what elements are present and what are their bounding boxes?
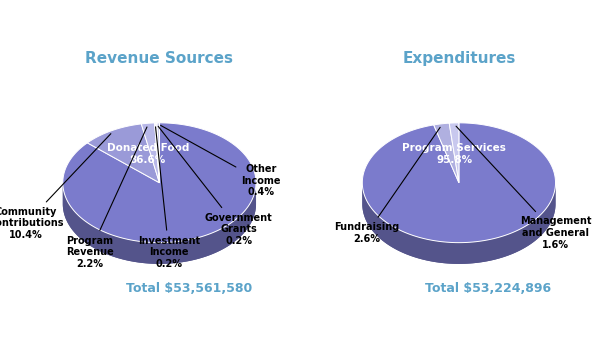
Polygon shape <box>63 123 256 243</box>
Text: Donated Food
86.6%: Donated Food 86.6% <box>107 143 189 165</box>
Text: Total $53,561,580: Total $53,561,580 <box>126 282 252 295</box>
Polygon shape <box>449 123 459 183</box>
Polygon shape <box>157 123 159 183</box>
Text: Fundraising
2.6%: Fundraising 2.6% <box>334 127 440 244</box>
Text: Program
Revenue
2.2%: Program Revenue 2.2% <box>66 127 147 269</box>
Text: Total $53,224,896: Total $53,224,896 <box>425 282 551 295</box>
Text: Other
Income
0.4%: Other Income 0.4% <box>161 125 280 197</box>
Text: Program Services
95.8%: Program Services 95.8% <box>402 143 506 165</box>
Polygon shape <box>362 183 555 264</box>
Polygon shape <box>87 124 159 183</box>
Polygon shape <box>362 183 555 264</box>
Polygon shape <box>141 123 159 183</box>
Text: Management
and General
1.6%: Management and General 1.6% <box>456 126 591 250</box>
Text: Community
Contributions
10.4%: Community Contributions 10.4% <box>0 134 111 240</box>
Polygon shape <box>434 123 459 183</box>
Polygon shape <box>63 183 256 264</box>
Text: Investment
Income
0.2%: Investment Income 0.2% <box>138 127 200 269</box>
Text: Revenue Sources: Revenue Sources <box>86 51 234 66</box>
Polygon shape <box>362 123 555 243</box>
Text: Expenditures: Expenditures <box>402 51 516 66</box>
Polygon shape <box>156 123 159 183</box>
Text: Government
Grants
0.2%: Government Grants 0.2% <box>158 126 273 246</box>
Polygon shape <box>63 183 256 264</box>
Polygon shape <box>155 123 159 183</box>
